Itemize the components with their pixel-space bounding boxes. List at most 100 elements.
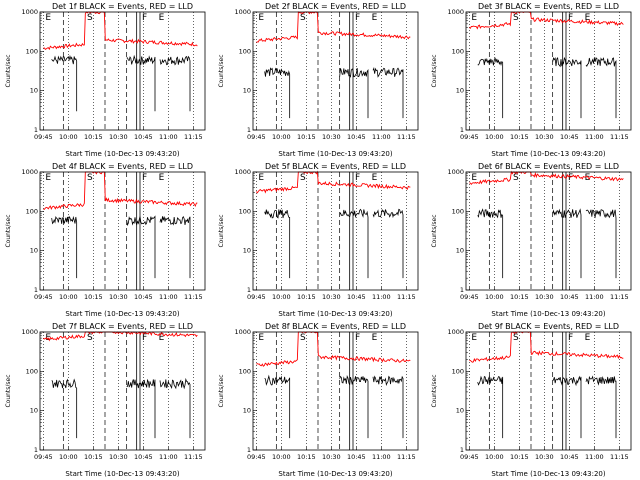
y-tick-label: 10 <box>30 87 38 95</box>
events-series-line <box>372 375 404 439</box>
x-tick-label: 10:00 <box>59 133 78 141</box>
segment-marker: E <box>159 13 165 23</box>
x-tick-label: 10:15 <box>84 453 103 461</box>
x-tick-label: 10:00 <box>59 453 78 461</box>
x-tick-label: 10:15 <box>510 453 529 461</box>
events-series-line <box>264 374 291 439</box>
x-tick-label: 10:00 <box>485 293 504 301</box>
y-tick-label: 1000 <box>21 168 38 176</box>
x-tick-label: 11:00 <box>585 133 604 141</box>
x-axis-label: Start Time (10-Dec-13 09:43:20) <box>491 310 605 318</box>
x-tick-label: 10:45 <box>560 293 579 301</box>
y-tick-label: 10 <box>243 407 251 415</box>
x-tick-label: 09:45 <box>34 133 53 141</box>
plot-frame <box>465 11 632 131</box>
y-tick-label: 1 <box>460 446 464 454</box>
events-series-line <box>552 375 582 439</box>
y-axis-label: Counts/sec <box>5 374 12 407</box>
y-tick-label: 1 <box>460 126 464 134</box>
x-tick-label: 10:00 <box>485 133 504 141</box>
events-series-line <box>372 208 404 279</box>
y-tick-label: 100 <box>239 207 251 215</box>
segment-marker: F <box>355 173 360 183</box>
chart-panel-1: Det 1f BLACK = Events, RED = LLD Counts/s… <box>5 2 206 158</box>
chart-panel-9: Det 9f BLACK = Events, RED = LLD Counts/s… <box>431 322 632 478</box>
x-tick-label: 11:15 <box>610 453 629 461</box>
x-tick-label: 09:45 <box>460 453 479 461</box>
segment-marker: E <box>585 333 591 343</box>
segment-marker: E <box>585 173 591 183</box>
y-axis-label: Counts/sec <box>5 54 12 87</box>
x-axis-label: Start Time (10-Dec-13 09:43:20) <box>65 310 179 318</box>
x-tick-label: 10:00 <box>272 453 291 461</box>
x-axis-label: Start Time (10-Dec-13 09:43:20) <box>491 470 605 478</box>
y-axis-label: Counts/sec <box>431 214 438 247</box>
y-tick-label: 1 <box>460 286 464 294</box>
x-tick-label: 11:15 <box>184 133 203 141</box>
x-tick-label: 10:15 <box>297 453 316 461</box>
segment-marker: F <box>142 333 147 343</box>
x-tick-label: 10:00 <box>59 293 78 301</box>
plot-frame <box>252 331 419 451</box>
x-tick-label: 10:15 <box>84 293 103 301</box>
chart-panel-5: Det 5f BLACK = Events, RED = LLD Counts/s… <box>218 162 419 318</box>
events-series-line <box>51 54 78 112</box>
panel-title: Det 1f BLACK = Events, RED = LLD <box>52 2 193 11</box>
panel-title: Det 8f BLACK = Events, RED = LLD <box>265 322 406 331</box>
x-tick-label: 10:15 <box>84 133 103 141</box>
x-tick-label: 10:15 <box>510 293 529 301</box>
y-tick-label: 1000 <box>234 328 251 336</box>
segment-marker: E <box>585 13 591 23</box>
y-axis-label: Counts/sec <box>218 54 225 87</box>
x-tick-label: 11:00 <box>159 293 178 301</box>
panel-title: Det 3f BLACK = Events, RED = LLD <box>478 2 619 11</box>
events-series-line <box>126 378 156 439</box>
x-tick-label: 09:45 <box>460 133 479 141</box>
x-axis-label: Start Time (10-Dec-13 09:43:20) <box>278 470 392 478</box>
events-series-line <box>477 57 504 119</box>
segment-marker: E <box>159 333 165 343</box>
y-tick-label: 1000 <box>21 8 38 16</box>
segment-marker: E <box>45 173 51 183</box>
events-series-line <box>585 209 617 279</box>
y-tick-label: 10 <box>243 247 251 255</box>
x-axis-label: Start Time (10-Dec-13 09:43:20) <box>65 470 179 478</box>
x-tick-label: 09:45 <box>247 133 266 141</box>
events-series-line <box>159 215 191 279</box>
lld-series-line <box>256 331 411 367</box>
y-tick-label: 100 <box>26 367 38 375</box>
segment-marker: E <box>372 333 378 343</box>
chart-panel-6: Det 6f BLACK = Events, RED = LLD Counts/s… <box>431 162 632 318</box>
lld-series-line <box>469 170 624 186</box>
y-tick-label: 10 <box>30 247 38 255</box>
y-tick-label: 100 <box>239 47 251 55</box>
x-tick-label: 11:00 <box>372 133 391 141</box>
segment-marker: F <box>568 13 573 23</box>
segment-marker: F <box>355 13 360 23</box>
events-series-line <box>159 55 191 112</box>
x-tick-label: 09:45 <box>34 453 53 461</box>
x-axis-label: Start Time (10-Dec-13 09:43:20) <box>65 150 179 158</box>
events-series-line <box>126 215 156 279</box>
lld-series-line <box>256 11 411 43</box>
x-tick-label: 11:00 <box>585 293 604 301</box>
x-tick-label: 10:00 <box>272 293 291 301</box>
x-tick-label: 10:45 <box>560 453 579 461</box>
y-tick-label: 1000 <box>234 8 251 16</box>
x-tick-label: 11:00 <box>159 133 178 141</box>
y-tick-label: 1 <box>247 286 251 294</box>
y-tick-label: 10 <box>456 407 464 415</box>
events-series-line <box>585 57 617 119</box>
segment-marker: S <box>513 173 519 183</box>
x-tick-label: 10:45 <box>347 453 366 461</box>
segment-marker: F <box>142 173 147 183</box>
panel-title: Det 6f BLACK = Events, RED = LLD <box>478 162 619 171</box>
plot-frame <box>465 331 632 451</box>
segment-marker: S <box>87 13 93 23</box>
x-tick-label: 10:30 <box>535 133 554 141</box>
segment-marker: S <box>87 173 93 183</box>
segment-marker: E <box>372 173 378 183</box>
chart-panel-3: Det 3f BLACK = Events, RED = LLD Counts/s… <box>431 2 632 158</box>
x-tick-label: 09:45 <box>460 293 479 301</box>
